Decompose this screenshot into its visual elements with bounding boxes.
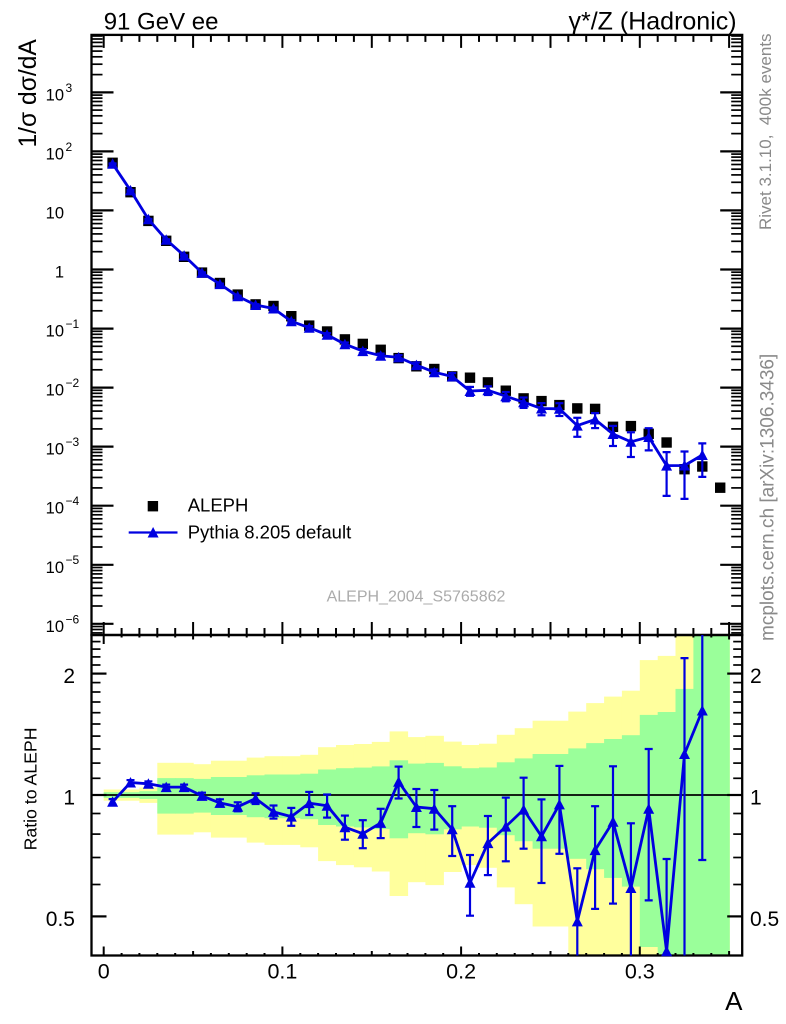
svg-text:ALEPH_2004_S5765862: ALEPH_2004_S5765862 [327, 589, 506, 606]
svg-text:2: 2 [750, 665, 762, 688]
svg-text:−4: −4 [66, 494, 80, 508]
svg-text:0: 0 [98, 960, 110, 984]
svg-text:10: 10 [46, 382, 64, 400]
svg-text:−6: −6 [66, 612, 80, 626]
svg-text:10: 10 [46, 559, 64, 577]
svg-text:1/σ dσ/dA: 1/σ dσ/dA [15, 39, 42, 148]
svg-text:0.5: 0.5 [750, 908, 779, 931]
svg-text:−2: −2 [66, 376, 80, 390]
svg-text:Rivet 3.1.10, 400k events: Rivet 3.1.10, 400k events [756, 33, 775, 230]
svg-text:1: 1 [750, 787, 762, 810]
svg-text:0.1: 0.1 [267, 960, 297, 984]
svg-text:−5: −5 [66, 553, 80, 567]
svg-text:10: 10 [46, 204, 64, 222]
svg-text:10: 10 [46, 441, 64, 459]
svg-text:91 GeV ee: 91 GeV ee [104, 9, 219, 36]
svg-text:10: 10 [46, 500, 64, 518]
svg-text:10: 10 [46, 145, 64, 163]
svg-text:2: 2 [66, 140, 73, 154]
svg-text:2: 2 [63, 665, 75, 688]
svg-text:Pythia 8.205 default: Pythia 8.205 default [188, 522, 352, 543]
svg-text:γ*/Z (Hadronic): γ*/Z (Hadronic) [569, 8, 737, 36]
svg-text:10: 10 [46, 323, 64, 341]
svg-text:1: 1 [55, 264, 64, 282]
svg-text:ALEPH: ALEPH [188, 495, 249, 516]
svg-text:0.5: 0.5 [46, 908, 75, 931]
svg-text:−3: −3 [66, 435, 80, 449]
svg-text:−1: −1 [66, 317, 80, 331]
svg-text:A: A [725, 986, 743, 1016]
svg-text:mcplots.cern.ch [arXiv:1306.34: mcplots.cern.ch [arXiv:1306.3436] [758, 354, 779, 641]
svg-text:0.2: 0.2 [446, 960, 476, 984]
svg-text:10: 10 [46, 618, 64, 636]
svg-text:3: 3 [66, 81, 73, 95]
svg-text:0.3: 0.3 [625, 960, 655, 984]
svg-text:Ratio to ALEPH: Ratio to ALEPH [21, 727, 41, 850]
svg-text:10: 10 [46, 86, 64, 104]
svg-text:1: 1 [63, 787, 75, 810]
